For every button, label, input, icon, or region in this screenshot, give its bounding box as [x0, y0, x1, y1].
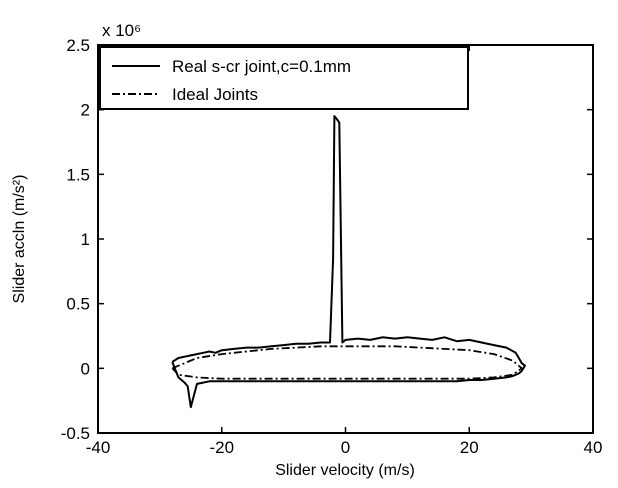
y-tick-label: 2.5	[66, 36, 90, 55]
y-tick-label: -0.5	[61, 424, 90, 443]
legend-label-ideal: Ideal Joints	[172, 85, 258, 104]
series-line-real-joint	[171, 115, 526, 409]
y-tick-label: 1	[81, 230, 90, 249]
x-axis-title: Slider velocity (m/s)	[275, 462, 415, 479]
y-tick-labels: -0.5 0 0.5 1 1.5 2 2.5	[61, 36, 90, 443]
x-tick-label: 20	[460, 438, 479, 457]
legend: Real s-cr joint,c=0.1mm Ideal Joints	[99, 46, 469, 110]
x-tick-labels: -40 -20 0 20 40	[86, 438, 603, 457]
y-tick-label: 2	[81, 101, 90, 120]
x-tick-label: 0	[341, 438, 350, 457]
series-layer	[171, 115, 526, 409]
x-tick-label: 40	[584, 438, 603, 457]
legend-box	[99, 46, 469, 110]
y-axis-title: Slider accln (m/s²)	[11, 175, 28, 304]
x-tick-label: -20	[209, 438, 234, 457]
x-tick-label: -40	[86, 438, 111, 457]
y-tick-label: 1.5	[66, 165, 90, 184]
y-exponent-label: x 10⁶	[102, 21, 141, 40]
y-tick-label: 0	[81, 359, 90, 378]
series-line-ideal-joints	[171, 345, 523, 380]
y-tick-label: 0.5	[66, 295, 90, 314]
legend-label-real: Real s-cr joint,c=0.1mm	[172, 57, 351, 76]
